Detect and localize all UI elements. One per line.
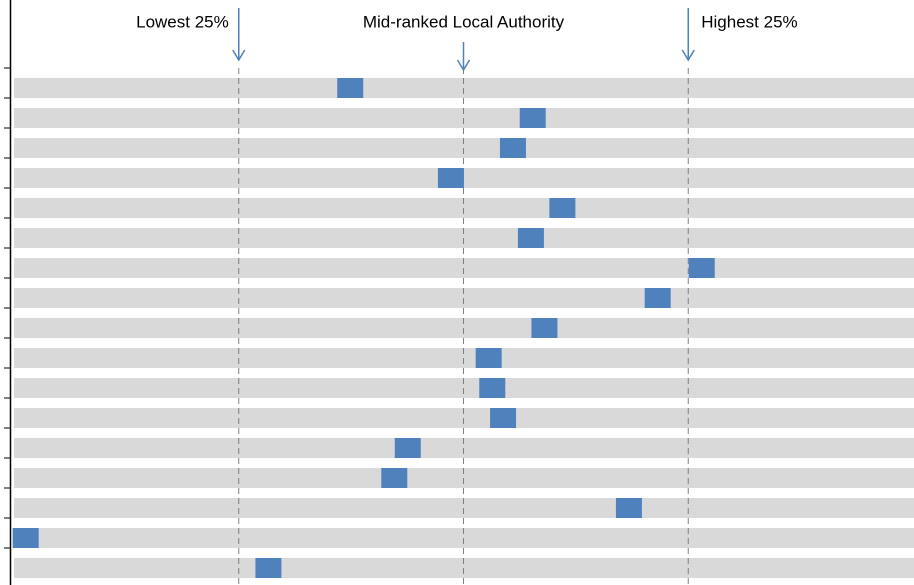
marker [255, 558, 282, 578]
annotation: Highest 25% [701, 12, 797, 31]
marker [644, 288, 671, 308]
marker [337, 78, 364, 98]
marker [490, 408, 517, 428]
marker [394, 438, 421, 458]
marker [479, 378, 506, 398]
marker [615, 498, 642, 518]
marker [519, 108, 546, 128]
marker [549, 198, 576, 218]
marker [12, 528, 39, 548]
annotation-arrowhead [681, 49, 695, 62]
annotation-arrowhead [232, 49, 246, 62]
marker [381, 468, 408, 488]
marker [437, 168, 464, 188]
marker [688, 258, 715, 278]
marker [531, 318, 558, 338]
marker [499, 138, 526, 158]
annotation: Lowest 25% [136, 12, 229, 31]
marker [517, 228, 544, 248]
marker [475, 348, 502, 368]
annotation: Mid-ranked Local Authority [363, 12, 565, 31]
annotation-arrowhead [456, 59, 471, 72]
